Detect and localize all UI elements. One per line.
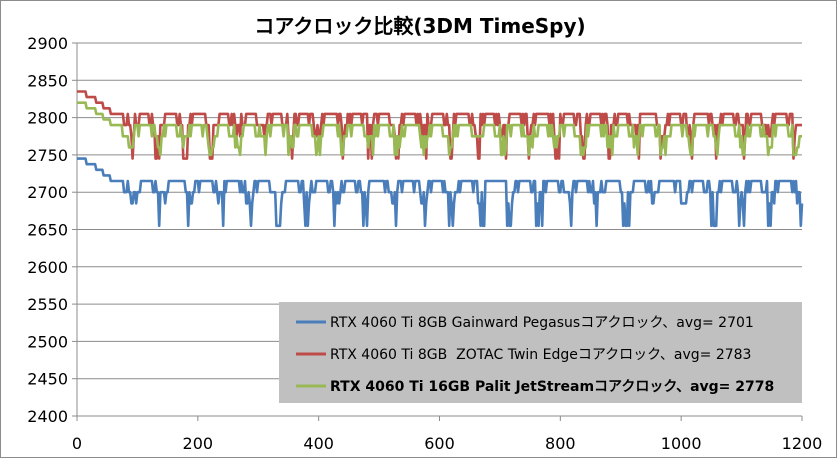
- y-tick-labels: 2400 2450 2500 2550 2600 2650 2700 2750 2800 2850…: [27, 34, 68, 426]
- y-tick-label: 2550: [27, 295, 68, 314]
- x-tick-label: 600: [424, 434, 455, 453]
- x-tick-label: 1200: [782, 434, 823, 453]
- x-tick-label: 200: [183, 434, 214, 453]
- series-line-1: [76, 157, 804, 228]
- x-tick-label: 800: [545, 434, 576, 453]
- axes: [72, 42, 803, 421]
- x-tick-labels: 0 200 400 600 800 1000 1200: [72, 434, 822, 453]
- y-tick-label: 2600: [27, 258, 68, 277]
- x-tick-label: 1000: [661, 434, 702, 453]
- legend-entry-1: RTX 4060 Ti 8GB Gainward Pegasusコアクロック、a…: [330, 315, 754, 331]
- series-lines: [76, 90, 804, 228]
- legend-entry-3: RTX 4060 Ti 16GB Palit JetStreamコアクロック、a…: [330, 379, 774, 395]
- legend-background: [279, 302, 802, 403]
- y-tick-label: 2700: [27, 183, 68, 202]
- y-tick-label: 2750: [27, 146, 68, 165]
- y-tick-label: 2500: [27, 332, 68, 351]
- y-tick-label: 2850: [27, 71, 68, 90]
- y-tick-label: 2400: [27, 407, 68, 426]
- chart-title: コアクロック比較(3DM TimeSpy): [254, 14, 585, 38]
- y-tick-label: 2650: [27, 221, 68, 240]
- x-tick-label: 400: [303, 434, 334, 453]
- series-line-3: [76, 101, 803, 157]
- y-tick-label: 2450: [27, 370, 68, 389]
- y-tick-label: 2900: [27, 34, 68, 53]
- x-tick-label: 0: [72, 434, 82, 453]
- y-tick-label: 2800: [27, 109, 68, 128]
- legend: RTX 4060 Ti 8GB Gainward Pegasusコアクロック、a…: [279, 302, 802, 403]
- legend-entry-2: RTX 4060 Ti 8GB ZOTAC Twin Edgeコアクロック、av…: [330, 347, 751, 363]
